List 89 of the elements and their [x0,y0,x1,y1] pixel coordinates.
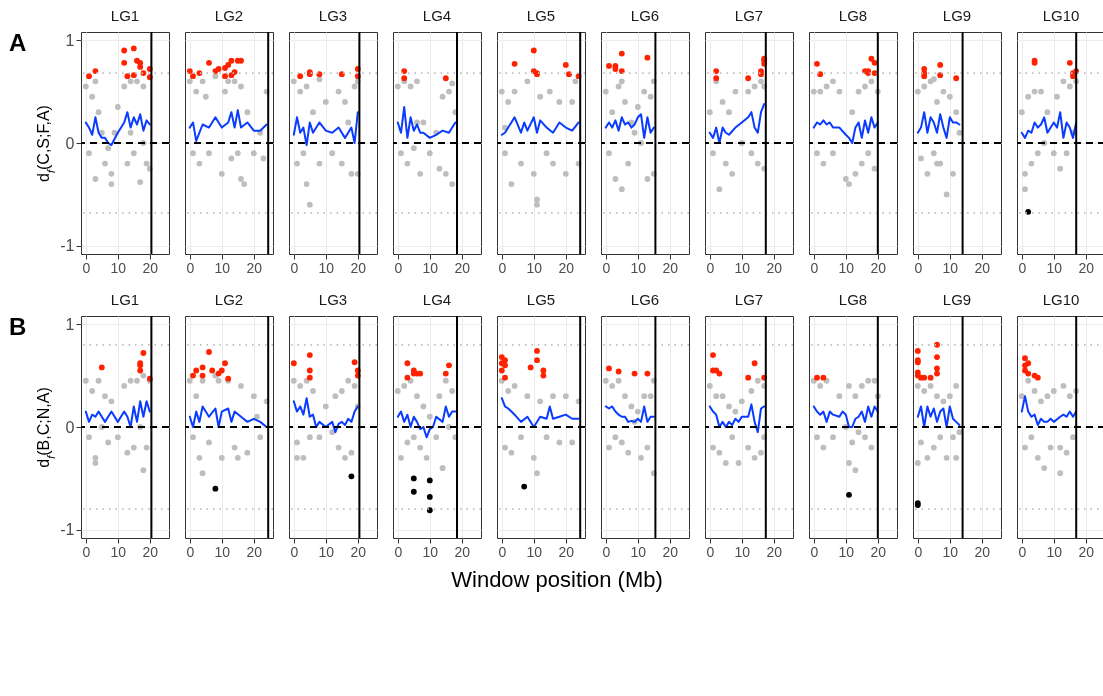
x-tick-label: 10 [942,259,959,276]
x-tick-label: 20 [662,259,679,276]
x-tick-label: 0 [810,259,819,276]
chart-title: LG2 [214,7,244,24]
x-tick-label: 10 [942,543,959,560]
chart-title: LG2 [214,291,244,308]
chart-title: LG4 [422,7,452,24]
x-tick-label: 20 [350,543,367,560]
chart-title: LG9 [942,7,972,24]
x-tick-label: 20 [246,259,263,276]
y-tick-label: 0 [65,134,75,152]
text: B [9,313,27,340]
x-tick-label: 0 [82,259,91,276]
x-tick-label: 0 [706,543,715,560]
x-tick-label: 0 [498,259,507,276]
x-tick-label: 10 [214,543,231,560]
y-tick-label: 0 [65,418,75,436]
x-tick-label: 10 [734,259,751,276]
x-tick-label: 0 [810,543,819,560]
y-tick-label: -1 [60,521,75,539]
x-tick-label: 0 [498,543,507,560]
y-tick-label: 1 [65,31,75,49]
x-tick-label: 0 [186,543,195,560]
x-tick-label: 10 [838,543,855,560]
x-tick-label: 10 [838,259,855,276]
x-tick-label: 20 [142,259,159,276]
chart-title: LG9 [942,291,972,308]
x-tick-label: 0 [706,259,715,276]
text: A [9,29,27,56]
chart-title: LG1 [110,291,140,308]
x-tick-label: 0 [394,259,403,276]
chart-title: LG3 [318,7,348,24]
chart-title: LG6 [630,7,660,24]
chart-title: LG7 [734,291,764,308]
x-tick-label: 20 [974,259,991,276]
x-tick-label: 10 [318,259,335,276]
chart-title: LG10 [1042,7,1080,24]
chart-title: LG7 [734,7,764,24]
x-tick-label: 10 [422,543,439,560]
x-tick-label: 0 [82,543,91,560]
x-tick-label: 20 [350,259,367,276]
chart-title: LG5 [526,291,556,308]
x-tick-label: 20 [870,259,887,276]
x-tick-label: 10 [734,543,751,560]
chart-title: LG5 [526,7,556,24]
chart-title: LG8 [838,291,868,308]
x-tick-label: 0 [394,543,403,560]
chart-title: LG1 [110,7,140,24]
x-tick-label: 20 [246,543,263,560]
x-axis-title: Window position (Mb) [451,566,663,592]
x-tick-label: 10 [1046,259,1063,276]
chart-title: LG8 [838,7,868,24]
x-tick-label: 20 [142,543,159,560]
x-tick-label: 20 [766,259,783,276]
x-tick-label: 0 [1018,259,1027,276]
y-tick-label: -1 [60,237,75,255]
x-tick-label: 0 [602,259,611,276]
x-tick-label: 0 [602,543,611,560]
x-tick-label: 20 [766,543,783,560]
x-tick-label: 0 [290,543,299,560]
x-tick-label: 10 [1046,543,1063,560]
x-tick-label: 20 [558,543,575,560]
x-tick-label: 10 [526,543,543,560]
x-tick-label: 10 [630,259,647,276]
x-tick-label: 20 [454,259,471,276]
chart-title: LG6 [630,291,660,308]
x-tick-label: 10 [214,259,231,276]
x-tick-label: 10 [318,543,335,560]
x-tick-label: 10 [526,259,543,276]
x-tick-label: 20 [974,543,991,560]
x-tick-label: 10 [110,259,127,276]
x-tick-label: 0 [914,259,923,276]
x-tick-label: 10 [422,259,439,276]
x-tick-label: 20 [558,259,575,276]
x-tick-label: 20 [1078,259,1095,276]
x-tick-label: 20 [454,543,471,560]
y-tick-label: 1 [65,315,75,333]
x-tick-label: 10 [110,543,127,560]
x-tick-label: 0 [1018,543,1027,560]
x-tick-label: 20 [870,543,887,560]
x-tick-label: 10 [630,543,647,560]
x-tick-label: 20 [1078,543,1095,560]
x-tick-label: 20 [662,543,679,560]
chart-title: LG4 [422,291,452,308]
x-tick-label: 0 [290,259,299,276]
chart-title: LG3 [318,291,348,308]
x-tick-label: 0 [914,543,923,560]
x-tick-label: 0 [186,259,195,276]
chart-title: LG10 [1042,291,1080,308]
